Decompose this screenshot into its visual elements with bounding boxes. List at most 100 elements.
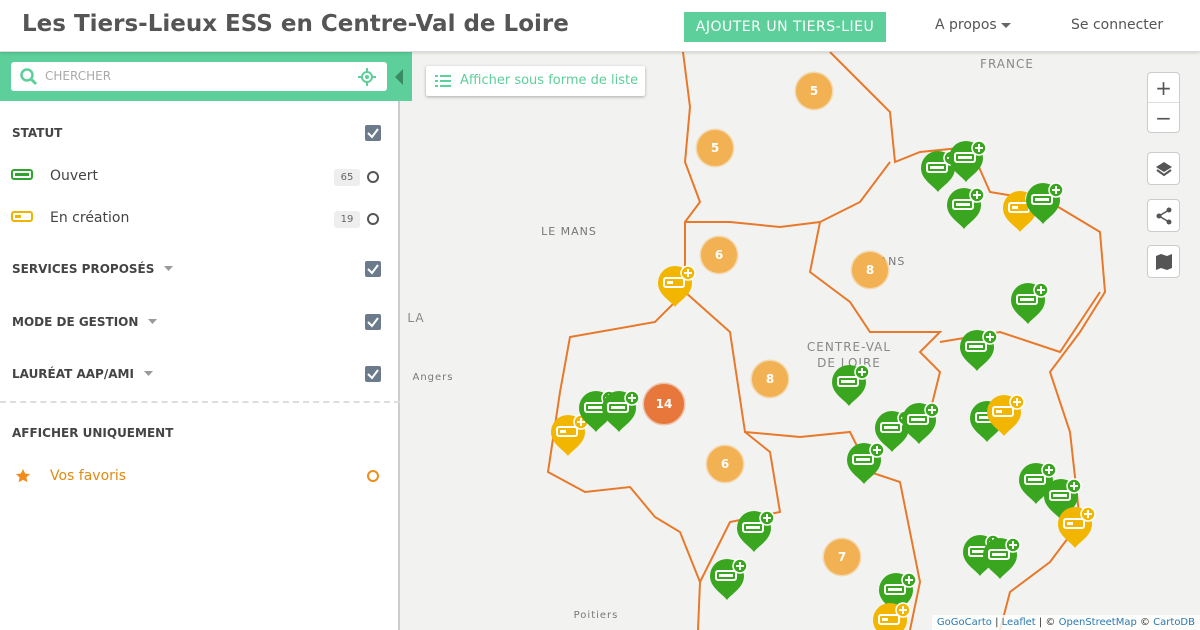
zoom-in[interactable]: + <box>1148 73 1179 103</box>
place-label: LA <box>407 311 424 325</box>
place-marker[interactable] <box>737 510 775 552</box>
place-marker[interactable] <box>902 402 940 444</box>
marker-icon <box>588 406 602 409</box>
cluster-count[interactable]: 7 <box>838 550 846 564</box>
option-label: En création <box>50 210 130 226</box>
list-view-label: Afficher sous forme de liste <box>460 73 639 88</box>
collapse-arrow[interactable] <box>395 69 405 85</box>
filter-section[interactable]: SERVICES PROPOSÉS <box>12 262 174 276</box>
marker-icon <box>1012 206 1018 209</box>
marker-icon <box>841 380 855 383</box>
place-marker[interactable] <box>1026 182 1064 224</box>
check-mark <box>367 369 379 380</box>
marker-icon <box>1031 194 1053 205</box>
zoom-out[interactable]: − <box>1155 106 1172 130</box>
place-marker[interactable] <box>983 537 1021 579</box>
marker-icon <box>972 550 986 553</box>
radio[interactable] <box>367 470 379 482</box>
creation-icon <box>11 211 33 222</box>
marker-icon <box>742 522 764 533</box>
option-count: 19 <box>334 211 360 228</box>
place-label: FRANCE <box>980 57 1034 71</box>
place-label: Poitiers <box>574 610 619 621</box>
marker-icon <box>956 203 970 206</box>
marker-plus <box>973 191 981 199</box>
list-icon <box>435 75 451 87</box>
marker-icon <box>926 162 948 173</box>
place-label: CENTRE-VAL <box>807 340 891 354</box>
marker-icon <box>1016 294 1038 305</box>
checkbox[interactable] <box>365 261 381 277</box>
about-menu[interactable]: A propos <box>935 17 1012 33</box>
marker-icon <box>911 418 925 421</box>
place-marker[interactable] <box>960 329 998 371</box>
place-marker[interactable] <box>1058 506 1096 548</box>
checkbox[interactable] <box>365 125 381 141</box>
marker-icon <box>852 454 874 465</box>
marker-icon <box>715 570 737 581</box>
marker-icon <box>560 430 566 433</box>
layers-button[interactable] <box>1147 152 1180 185</box>
attr-link[interactable]: CartoDB <box>1153 617 1195 628</box>
checkbox[interactable] <box>365 366 381 382</box>
radio[interactable] <box>367 171 379 183</box>
place-marker[interactable] <box>987 394 1025 436</box>
marker-plus <box>736 562 744 570</box>
header: Les Tiers-Lieux ESS en Centre-Val de Loi… <box>0 0 1200 52</box>
place-marker[interactable] <box>710 558 748 600</box>
favorites-label: Vos favoris <box>50 468 127 484</box>
place-marker[interactable] <box>947 187 985 229</box>
marker-plus <box>1009 541 1017 549</box>
place-marker[interactable] <box>1011 282 1049 324</box>
place-marker[interactable] <box>873 602 911 630</box>
attr-link[interactable]: GoGoCarto <box>936 617 992 628</box>
cluster <box>705 444 745 484</box>
search-box[interactable]: CHERCHER <box>11 62 387 91</box>
cluster-count[interactable]: 6 <box>721 457 729 471</box>
place-label: Angers <box>413 372 454 383</box>
star-icon <box>16 469 30 483</box>
attribution: GoGoCarto | Leaflet | © OpenStreetMap © … <box>931 615 1200 630</box>
marker-icon <box>856 458 870 461</box>
marker-icon <box>663 277 685 288</box>
filter-section[interactable]: MODE DE GESTION <box>12 315 158 329</box>
attr-link[interactable]: OpenStreetMap <box>1058 617 1137 628</box>
attr-link[interactable]: Leaflet <box>1001 617 1036 628</box>
filter-section[interactable]: LAURÉAT AAP/AMI <box>12 367 154 381</box>
marker-icon <box>1028 478 1042 481</box>
locate-icon[interactable] <box>358 68 376 86</box>
place-marker[interactable] <box>847 442 885 484</box>
caret <box>143 371 153 376</box>
marker-icon <box>719 574 733 577</box>
share-button[interactable] <box>1147 199 1180 232</box>
cluster-count[interactable]: 6 <box>715 248 723 262</box>
login-link[interactable]: Se connecter <box>1071 17 1164 33</box>
list-view-button[interactable]: Afficher sous forme de liste <box>426 66 645 96</box>
marker-plus <box>928 406 936 414</box>
marker-plus <box>905 576 913 584</box>
place-marker[interactable] <box>949 140 987 182</box>
cluster-count[interactable]: 14 <box>656 397 673 411</box>
radio[interactable] <box>367 213 379 225</box>
caret <box>1001 23 1012 28</box>
place-marker[interactable] <box>551 414 589 456</box>
place-marker[interactable] <box>658 265 696 307</box>
place-marker[interactable] <box>602 390 640 432</box>
cluster-count[interactable]: 8 <box>866 263 874 277</box>
map-button[interactable] <box>1147 245 1180 278</box>
marker-icon <box>882 618 888 621</box>
checkbox[interactable] <box>365 314 381 330</box>
cluster-count[interactable]: 5 <box>810 84 818 98</box>
marker-plus <box>628 394 636 402</box>
marker-plus <box>684 269 692 277</box>
marker-icon <box>837 376 859 387</box>
about-label: A propos <box>935 17 997 33</box>
place-marker[interactable] <box>832 364 870 406</box>
cluster-count[interactable]: 5 <box>711 141 719 155</box>
cluster-count[interactable]: 8 <box>766 372 774 386</box>
marker-icon <box>880 422 902 433</box>
add-button[interactable]: AJOUTER UN TIERS-LIEU <box>684 12 886 42</box>
